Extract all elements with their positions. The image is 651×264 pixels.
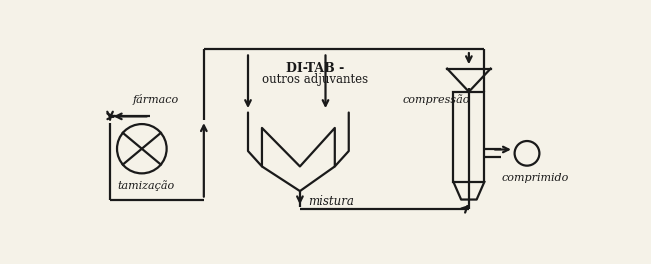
Bar [453,92,484,182]
Text: fármaco: fármaco [133,94,179,105]
Text: mistura: mistura [308,195,354,208]
Text: tamização: tamização [117,180,174,191]
Text: outros adjuvantes: outros adjuvantes [262,73,368,86]
Text: comprimido: comprimido [501,173,568,183]
Text: DI-TAB -: DI-TAB - [286,62,344,75]
Text: compressão: compressão [402,94,470,105]
